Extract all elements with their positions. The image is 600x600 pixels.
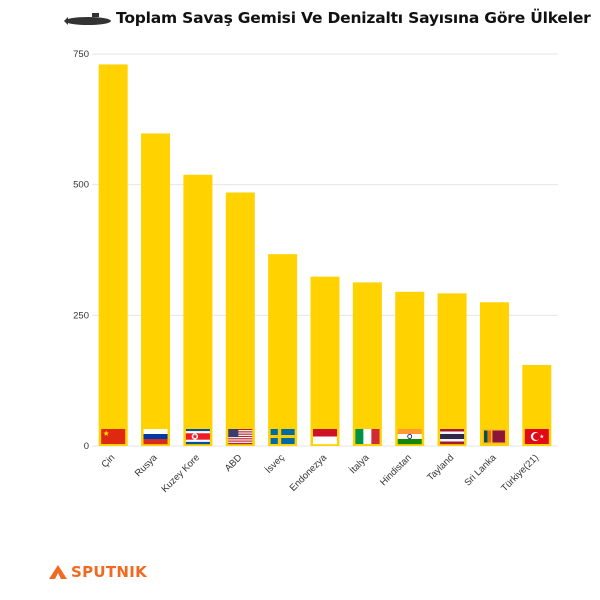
y-tick-label: 250 <box>73 310 89 321</box>
flag-turkey-icon <box>524 429 549 444</box>
x-tick-label: Hindistan <box>378 452 414 488</box>
bar-usa <box>225 192 255 446</box>
flag-usa-icon <box>228 429 253 445</box>
logo-text: SPUTNIK <box>71 563 148 581</box>
x-tick-label: Rusya <box>133 452 160 479</box>
flag-thailand-icon <box>440 429 465 445</box>
bar-thailand <box>437 293 467 446</box>
submarine-icon <box>64 13 111 25</box>
sputnik-logo: SPUTNIK <box>48 563 147 581</box>
x-tick-label: Çin <box>99 452 117 470</box>
bar-china <box>98 64 128 446</box>
x-tick-label: Sri Lanka <box>462 452 499 489</box>
flag-sri-lanka-icon <box>482 429 507 444</box>
flag-sweden-icon <box>270 429 295 444</box>
flag-north-korea-icon <box>185 429 210 445</box>
bar-india <box>395 291 425 446</box>
flag-india-icon <box>397 429 422 445</box>
y-tick-label: 0 <box>84 441 89 452</box>
chart-title: Toplam Savaş Gemisi Ve Denizaltı Sayısın… <box>116 9 591 27</box>
bar-russia <box>141 133 171 447</box>
title-icon-wrap <box>62 8 112 32</box>
y-tick-label: 750 <box>73 49 89 60</box>
x-tick-label: İsveç <box>263 452 287 476</box>
bar-italy <box>352 282 382 446</box>
bar-sri-lanka <box>479 302 509 446</box>
flag-italy-icon <box>355 429 380 444</box>
bar-indonesia <box>310 276 340 446</box>
bar-sweden <box>268 254 298 446</box>
x-tick-label: Tayland <box>425 452 456 483</box>
x-tick-label: İtalya <box>348 452 372 476</box>
flag-indonesia-icon <box>313 429 337 445</box>
bar-north-korea <box>183 174 213 446</box>
x-tick-label: ABD <box>223 452 245 474</box>
x-tick-label: Endonezya <box>288 452 330 494</box>
x-tick-label: Türkiye(21) <box>499 452 541 494</box>
y-tick-label: 500 <box>73 180 89 191</box>
x-tick-label: Kuzey Kore <box>160 452 203 495</box>
sputnik-logo-icon <box>49 565 67 579</box>
flag-china-icon <box>101 429 126 444</box>
flag-russia-icon <box>143 429 168 445</box>
